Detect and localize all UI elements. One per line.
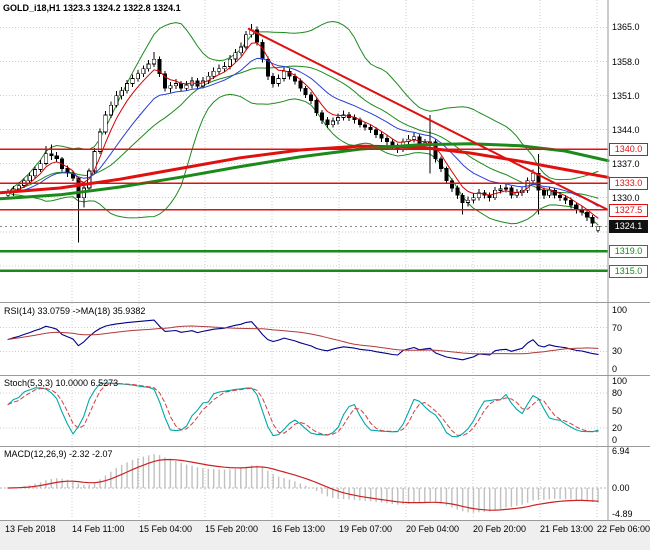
trend-line[interactable] bbox=[247, 27, 609, 211]
support-resistance-lines[interactable] bbox=[0, 148, 608, 272]
moving-averages bbox=[0, 42, 610, 219]
pane-separators bbox=[0, 0, 650, 520]
grid-lines bbox=[0, 0, 608, 519]
indicator-series bbox=[7, 319, 599, 513]
